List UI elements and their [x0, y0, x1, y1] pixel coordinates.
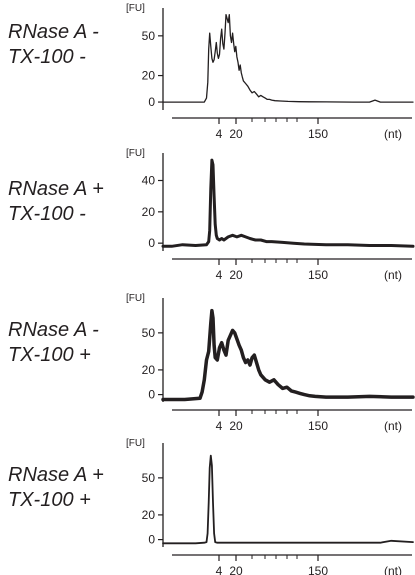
condition-line-rnase: RNase A + — [8, 178, 104, 200]
condition-label: RNase A + TX-100 - — [8, 177, 104, 227]
chart-panel-4: RNase A + TX-100 + [FU] (nt) 0 20 50 4 20 150 — [0, 433, 415, 575]
x-tick-label: 150 — [308, 268, 328, 282]
y-tick-label: 20 — [142, 205, 156, 219]
condition-label: RNase A + TX-100 + — [8, 463, 104, 513]
x-tick-label: 150 — [308, 419, 328, 433]
y-axis-unit: [FU] — [126, 148, 145, 159]
y-axis-unit: [FU] — [126, 293, 145, 304]
trace-line — [162, 13, 414, 103]
y-axis-unit: [FU] — [126, 3, 145, 14]
trace-line — [161, 308, 415, 402]
chart-panel-3: RNase A - TX-100 + [FU] (nt) 0 20 50 4 20 150 — [0, 290, 415, 433]
x-tick-label: 4 — [216, 268, 223, 282]
condition-line-triton: TX-100 - — [8, 46, 86, 68]
electropherogram-3: [FU] (nt) 0 20 50 4 20 150 — [126, 293, 415, 433]
condition-line-triton: TX-100 + — [8, 344, 91, 366]
x-tick-label: 4 — [216, 564, 223, 575]
condition-line-triton: TX-100 + — [8, 489, 91, 511]
x-tick-label: 4 — [216, 127, 223, 141]
x-axis-unit: (nt) — [384, 127, 402, 141]
electropherogram-4: [FU] (nt) 0 20 50 4 20 150 — [126, 438, 414, 575]
x-axis-unit: (nt) — [384, 564, 402, 575]
y-tick-label: 20 — [142, 508, 156, 522]
x-axis-unit: (nt) — [384, 419, 402, 433]
y-tick-label: 0 — [148, 236, 155, 250]
y-tick-label: 50 — [142, 29, 156, 43]
x-tick-label: 4 — [216, 419, 223, 433]
electropherogram-1: [FU] (nt) 0 20 50 4 20 150 — [126, 3, 414, 141]
condition-line-rnase: RNase A - — [8, 319, 99, 341]
y-tick-label: 20 — [142, 69, 156, 83]
chart-panel-1: RNase A - TX-100 - [FU] (nt) 0 20 50 4 20 150 — [0, 0, 415, 141]
y-axis-unit: [FU] — [126, 438, 145, 449]
y-tick-label: 0 — [148, 388, 155, 402]
y-tick-label: 20 — [142, 363, 156, 377]
x-tick-label: 150 — [308, 127, 328, 141]
x-tick-label: 20 — [229, 268, 243, 282]
y-tick-label: 50 — [142, 471, 156, 485]
condition-label: RNase A - TX-100 - — [8, 20, 99, 70]
y-tick-label: 50 — [142, 326, 156, 340]
condition-label: RNase A - TX-100 + — [8, 318, 99, 368]
electropherogram-2: [FU] (nt) 0 20 40 4 20 150 — [126, 148, 415, 282]
trace-line — [162, 454, 414, 545]
chart-panel-2: RNase A + TX-100 - [FU] (nt) 0 20 40 4 20 150 — [0, 145, 415, 285]
trace-line — [161, 158, 415, 248]
x-tick-label: 20 — [229, 127, 243, 141]
y-tick-label: 0 — [148, 533, 155, 547]
x-axis-unit: (nt) — [384, 268, 402, 282]
y-tick-label: 40 — [142, 174, 156, 188]
y-tick-label: 0 — [148, 95, 155, 109]
x-tick-label: 20 — [229, 564, 243, 575]
x-tick-label: 150 — [308, 564, 328, 575]
condition-line-rnase: RNase A + — [8, 464, 104, 486]
condition-line-rnase: RNase A - — [8, 21, 99, 43]
x-tick-label: 20 — [229, 419, 243, 433]
condition-line-triton: TX-100 - — [8, 203, 86, 225]
